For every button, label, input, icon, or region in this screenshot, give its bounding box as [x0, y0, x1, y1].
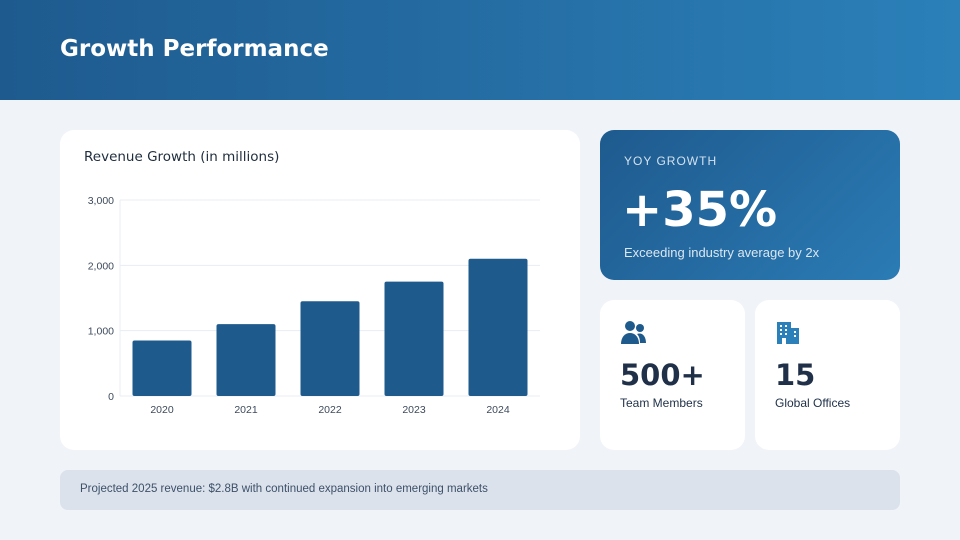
y-tick-label: 2,000 — [88, 260, 114, 272]
stat-value: 500+ — [620, 358, 705, 392]
projection-banner: Projected 2025 revenue: $2.8B with conti… — [60, 470, 900, 510]
team-members-card: 500+ Team Members — [600, 300, 745, 450]
stat-label: Global Offices — [775, 396, 851, 410]
bar-2020 — [132, 340, 192, 396]
x-tick-label: 2022 — [318, 404, 342, 416]
bar-2022 — [300, 301, 360, 396]
x-tick-label: 2021 — [234, 404, 258, 416]
yoy-value: +35% — [622, 182, 778, 238]
building-icon — [777, 322, 799, 344]
yoy-growth-card: YOY GROWTH +35% Exceeding industry avera… — [600, 130, 900, 280]
bar-2023 — [384, 281, 444, 396]
revenue-bar-chart: 0 1,000 2,000 3,000 2020 2021 2022 2023 2024 — [88, 195, 540, 416]
users-icon — [621, 321, 646, 344]
stat-value: 15 — [775, 358, 816, 392]
yoy-label: YOY GROWTH — [624, 154, 718, 168]
y-tick-label: 3,000 — [88, 195, 114, 207]
bar-2021 — [216, 324, 276, 396]
projection-text: Projected 2025 revenue: $2.8B with conti… — [80, 483, 488, 495]
x-tick-label: 2024 — [486, 404, 510, 416]
y-tick-label: 0 — [108, 391, 114, 403]
bar-2024 — [468, 258, 528, 396]
x-tick-label: 2020 — [150, 404, 174, 416]
header: Growth Performance — [0, 0, 960, 100]
y-tick-label: 1,000 — [88, 326, 114, 338]
revenue-chart-card: Revenue Growth (in millions) 0 1,000 2,000… — [60, 130, 580, 450]
yoy-subtitle: Exceeding industry average by 2x — [624, 245, 820, 260]
chart-title: Revenue Growth (in millions) — [84, 149, 280, 165]
stat-label: Team Members — [620, 396, 703, 410]
x-tick-label: 2023 — [402, 404, 426, 416]
global-offices-card: 15 Global Offices — [755, 300, 900, 450]
page-title: Growth Performance — [60, 36, 329, 62]
